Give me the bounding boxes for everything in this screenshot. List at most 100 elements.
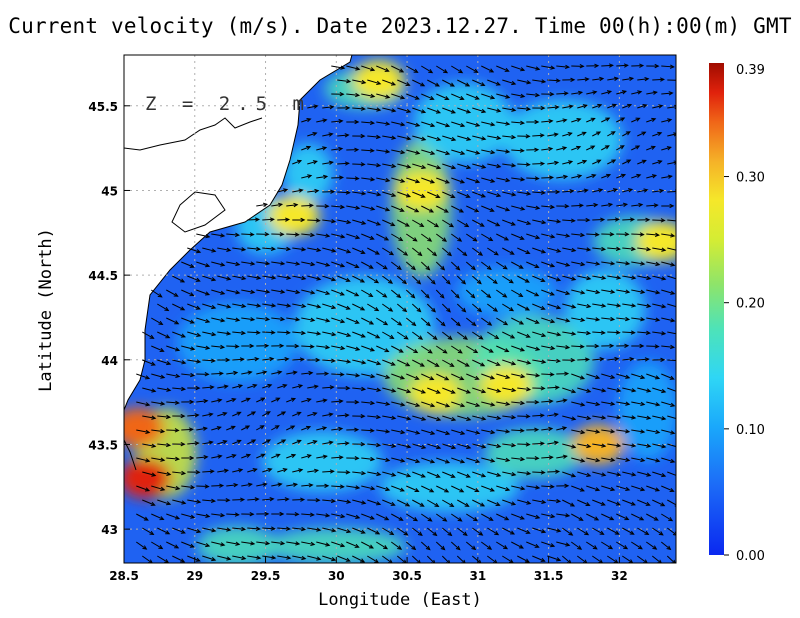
arrow-head [584,357,591,362]
arrow-head [479,222,485,227]
arrow-head [430,150,436,156]
arrow-head [417,251,423,257]
velocity-arrow [426,275,436,285]
arrow-head [204,484,210,489]
arrow-head [450,194,456,199]
velocity-arrow [427,163,441,169]
velocity-arrow [322,413,333,417]
arrow-head [586,330,592,336]
velocity-arrow [562,471,576,477]
arrow-head [539,133,545,138]
velocity-arrow [517,527,530,534]
velocity-arrow [646,146,656,151]
arrow-head [685,319,689,322]
velocity-arrow [571,146,581,151]
arrow-head [226,304,232,309]
velocity-arrow [607,527,620,535]
velocity-arrow [262,384,272,389]
colorbar-ticks: 0.000.100.200.30 [724,171,765,564]
velocity-arrow [322,499,335,502]
arrow-head [691,418,695,421]
velocity-arrow [457,359,470,367]
arrow-head [277,482,283,487]
arrow-head [195,557,201,562]
arrow-head [520,373,526,379]
arrow-head [315,357,321,363]
velocity-arrow [142,443,156,447]
arrow-head [346,499,352,504]
arrow-head [411,321,417,327]
speed-patch [565,269,646,349]
arrow-head [219,483,225,488]
arrow-head [329,104,335,110]
velocity-arrow [577,499,590,506]
velocity-arrow [405,289,415,299]
arrow-head [612,188,619,193]
velocity-arrow [172,303,185,311]
velocity-arrow [532,359,546,363]
arrow-head [630,246,637,252]
velocity-arrow [616,401,630,405]
arrow-head [196,359,202,364]
arrow-head [391,388,397,393]
velocity-arrow [301,345,314,348]
velocity-arrow [196,427,207,431]
arrow-head [458,68,464,74]
arrow-head [370,93,376,99]
velocity-arrow [316,317,330,322]
velocity-arrow [511,485,525,490]
arrow-head [657,160,663,165]
velocity-arrow [331,345,345,350]
velocity-arrow [406,457,420,463]
velocity-arrow [277,439,286,445]
arrow-head [369,428,375,433]
arrow-head [568,531,574,536]
arrow-head [535,485,541,490]
arrow-head [196,249,202,254]
arrow-head [668,516,674,522]
arrow-head [436,444,442,450]
velocity-arrow [576,555,588,563]
arrow-head [481,108,487,114]
arrow-head [685,234,689,237]
velocity-arrow [397,443,411,448]
arrow-head [669,64,675,69]
velocity-arrow [556,261,570,267]
arrow-head [247,482,253,487]
arrow-head [540,249,547,254]
velocity-arrow [541,289,555,296]
velocity-arrow [271,541,285,545]
arrow-head [490,122,496,127]
arrow-head [354,176,360,181]
arrow-head [322,398,328,403]
velocity-arrow [307,331,321,335]
arrow-head [314,188,320,194]
velocity-arrow [465,317,476,326]
speed-maximum [635,221,676,262]
arrow-head [451,445,457,450]
velocity-arrow [427,359,439,367]
arrow-head [442,517,448,522]
velocity-arrow [202,275,216,281]
velocity-arrow [301,146,311,151]
velocity-arrow [622,471,636,476]
velocity-arrow [151,541,163,549]
velocity-arrow [541,541,555,547]
arrow-head [475,179,481,184]
arrow-head [595,401,601,407]
velocity-arrow [292,189,303,193]
arrow-head [234,344,240,349]
arrow-head [583,188,589,193]
arrow-head [175,373,181,379]
velocity-arrow [262,555,276,559]
arrow-head [511,192,517,197]
velocity-arrow [682,80,695,81]
velocity-arrow [472,219,485,227]
arrow-head [368,292,374,298]
arrow-head [329,385,335,390]
arrow-head [391,135,397,140]
velocity-arrow [427,443,441,449]
velocity-arrow [556,399,567,403]
arrow-head [354,264,360,269]
velocity-arrow [232,275,246,280]
